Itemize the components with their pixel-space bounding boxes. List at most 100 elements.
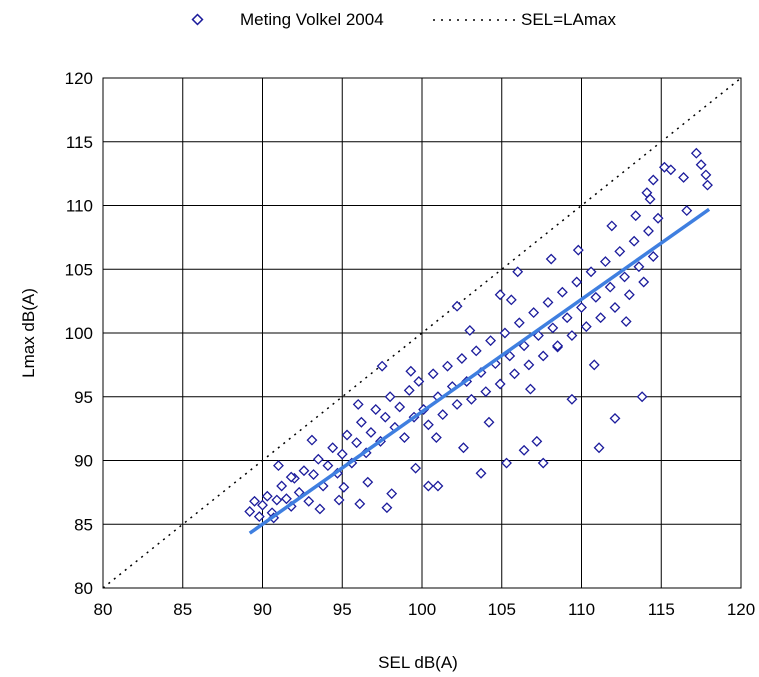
data-point bbox=[352, 398, 364, 410]
data-point bbox=[257, 499, 268, 511]
data-point bbox=[322, 460, 334, 472]
data-point bbox=[422, 480, 434, 492]
data-point bbox=[700, 169, 712, 181]
data-point bbox=[394, 401, 406, 413]
data-point bbox=[253, 511, 265, 523]
y-tick-label: 120 bbox=[65, 69, 93, 88]
data-point bbox=[499, 327, 511, 339]
data-point bbox=[437, 409, 449, 421]
data-point bbox=[338, 481, 350, 493]
trend-line bbox=[248, 207, 711, 535]
y-axis-label: Lmax dB(A) bbox=[19, 288, 38, 378]
data-point bbox=[355, 416, 367, 428]
data-point bbox=[306, 434, 318, 446]
data-point bbox=[585, 266, 597, 278]
data-point bbox=[494, 289, 506, 301]
data-point bbox=[381, 502, 393, 514]
x-tick-label: 100 bbox=[408, 600, 436, 619]
data-point bbox=[528, 307, 540, 319]
y-tick-label: 90 bbox=[74, 452, 93, 471]
data-point bbox=[485, 335, 497, 347]
data-point bbox=[609, 412, 621, 424]
data-point bbox=[475, 467, 487, 479]
data-point bbox=[652, 212, 664, 224]
data-point bbox=[647, 174, 659, 186]
data-point bbox=[244, 506, 256, 517]
data-point bbox=[480, 386, 492, 398]
data-point bbox=[623, 289, 635, 301]
x-tick-label: 115 bbox=[648, 600, 675, 619]
legend: Meting Volkel 2004 SEL=LAmax bbox=[191, 10, 616, 29]
data-point bbox=[386, 488, 398, 500]
data-point bbox=[566, 330, 578, 341]
data-point bbox=[430, 432, 442, 443]
legend-label-measurement: Meting Volkel 2004 bbox=[240, 10, 384, 29]
data-point bbox=[630, 210, 642, 222]
data-point bbox=[285, 471, 297, 483]
data-point bbox=[537, 457, 549, 469]
y-axis-ticks: 80 85 90 95 100 105 110 115 120 bbox=[65, 69, 93, 598]
data-point bbox=[604, 281, 616, 293]
data-point bbox=[327, 442, 339, 454]
data-point bbox=[556, 286, 568, 298]
data-point bbox=[370, 404, 382, 415]
data-point bbox=[333, 494, 345, 506]
data-point bbox=[362, 476, 374, 488]
data-point bbox=[606, 220, 618, 232]
data-point bbox=[537, 350, 549, 362]
data-point bbox=[609, 302, 621, 313]
x-tick-label: 105 bbox=[488, 600, 516, 619]
y-tick-label: 110 bbox=[66, 197, 93, 216]
data-point bbox=[354, 498, 366, 510]
data-point bbox=[628, 235, 640, 247]
data-point bbox=[619, 271, 631, 283]
data-point bbox=[571, 276, 583, 288]
x-axis-label: SEL dB(A) bbox=[378, 653, 458, 672]
data-point bbox=[464, 325, 476, 336]
data-point bbox=[458, 442, 469, 454]
trend-line-path bbox=[248, 207, 711, 535]
data-point bbox=[276, 480, 288, 492]
data-point bbox=[442, 360, 453, 372]
data-point bbox=[249, 495, 260, 507]
data-point bbox=[483, 416, 495, 428]
data-point bbox=[595, 312, 607, 324]
data-point bbox=[614, 245, 626, 257]
data-point bbox=[384, 391, 396, 403]
data-point bbox=[590, 291, 602, 303]
data-point bbox=[620, 316, 632, 327]
data-point bbox=[525, 383, 536, 395]
data-point bbox=[647, 251, 659, 262]
data-point bbox=[376, 360, 388, 372]
x-tick-label: 85 bbox=[173, 600, 192, 619]
data-point bbox=[336, 448, 348, 460]
data-point bbox=[547, 322, 559, 334]
data-point bbox=[566, 393, 578, 405]
data-point bbox=[261, 490, 273, 502]
data-point bbox=[451, 398, 463, 410]
x-tick-label: 80 bbox=[94, 600, 113, 619]
data-point bbox=[303, 495, 315, 507]
data-point bbox=[633, 261, 645, 273]
data-point bbox=[561, 312, 573, 324]
x-axis-ticks: 80 85 90 95 100 105 110 115 120 bbox=[94, 600, 756, 619]
data-point bbox=[588, 359, 600, 371]
data-point bbox=[545, 253, 557, 265]
x-tick-label: 90 bbox=[253, 600, 272, 619]
reference-line bbox=[102, 77, 742, 589]
data-point bbox=[405, 365, 417, 377]
data-point bbox=[505, 294, 517, 306]
data-point bbox=[466, 393, 477, 405]
data-point bbox=[644, 193, 656, 205]
data-point bbox=[501, 457, 512, 469]
y-tick-label: 95 bbox=[74, 388, 93, 407]
data-point bbox=[523, 359, 535, 371]
data-point bbox=[512, 266, 524, 278]
x-tick-label: 95 bbox=[333, 600, 352, 619]
data-point bbox=[576, 302, 587, 313]
data-point bbox=[470, 345, 482, 357]
data-point bbox=[413, 376, 425, 387]
data-point bbox=[314, 503, 326, 515]
y-tick-label: 105 bbox=[65, 260, 93, 279]
data-point bbox=[451, 300, 463, 312]
